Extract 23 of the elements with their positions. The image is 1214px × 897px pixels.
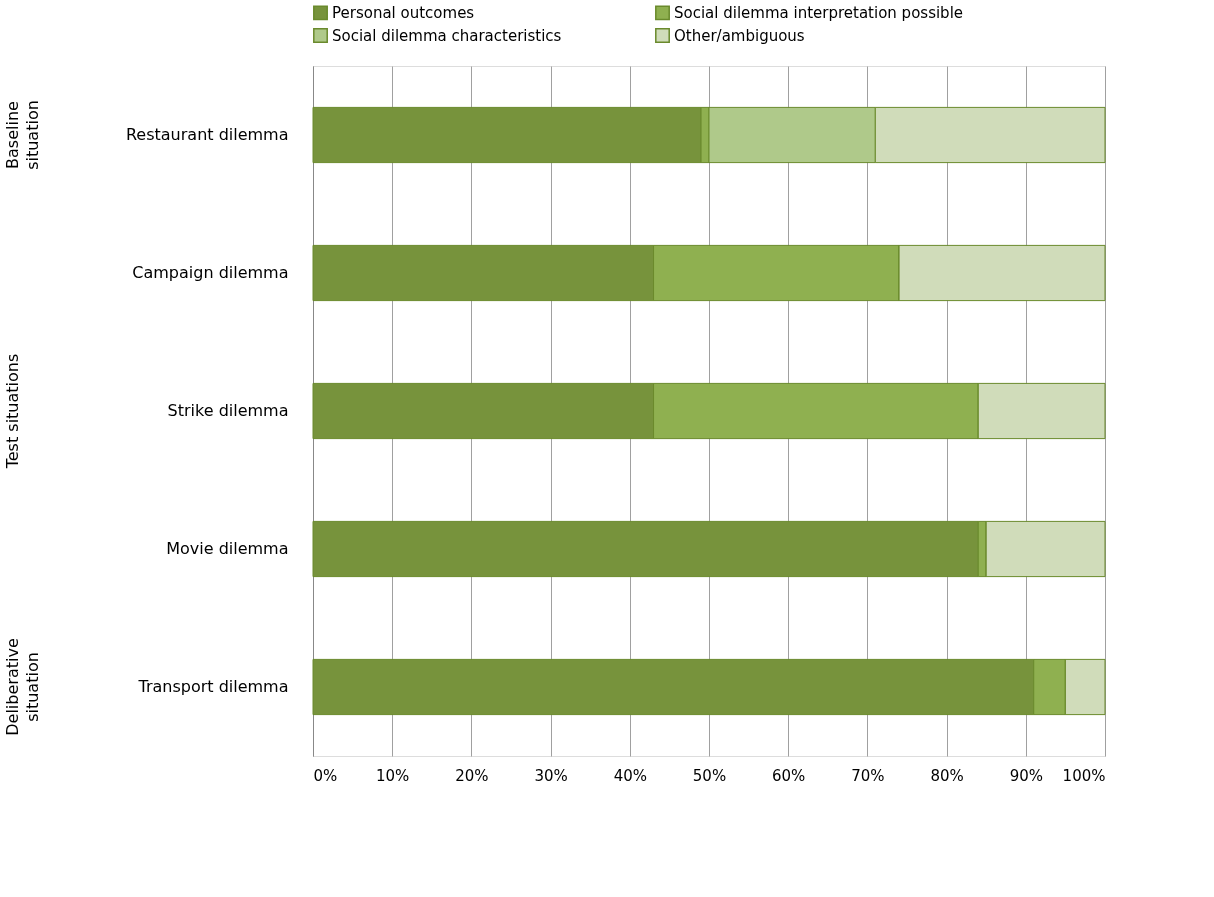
x-tick-label: 70% [851, 766, 885, 785]
legend-label: Social dilemma characteristics [332, 26, 562, 45]
x-tick-label: 80% [930, 766, 964, 785]
text: Test situations [3, 353, 22, 470]
x-tick-label: 0% [313, 766, 338, 785]
y-tick-label: Campaign dilemma [132, 263, 289, 282]
x-tick-label: 50% [692, 766, 727, 785]
legend-label: Social dilemma interpretation possible [674, 3, 964, 22]
x-tick-label: 40% [613, 766, 647, 785]
x-tick-label: 100% [1062, 766, 1106, 785]
y-tick-label: Transport dilemma [137, 677, 289, 696]
y-tick-label: Restaurant dilemma [125, 125, 289, 144]
text: Deliberative situation [3, 638, 42, 736]
x-tick-label: 20% [455, 766, 489, 785]
legend-label: Personal outcomes [332, 3, 475, 22]
legend-label: Other/ambiguous [674, 26, 805, 45]
text: Baseline situation [3, 100, 42, 170]
x-tick-label: 30% [534, 766, 568, 785]
y-tick-label: Strike dilemma [167, 401, 289, 420]
x-tick-label: 10% [376, 766, 410, 785]
x-tick-label: 90% [1009, 766, 1043, 785]
y-tick-label: Movie dilemma [166, 539, 289, 558]
x-tick-label: 60% [772, 766, 806, 785]
